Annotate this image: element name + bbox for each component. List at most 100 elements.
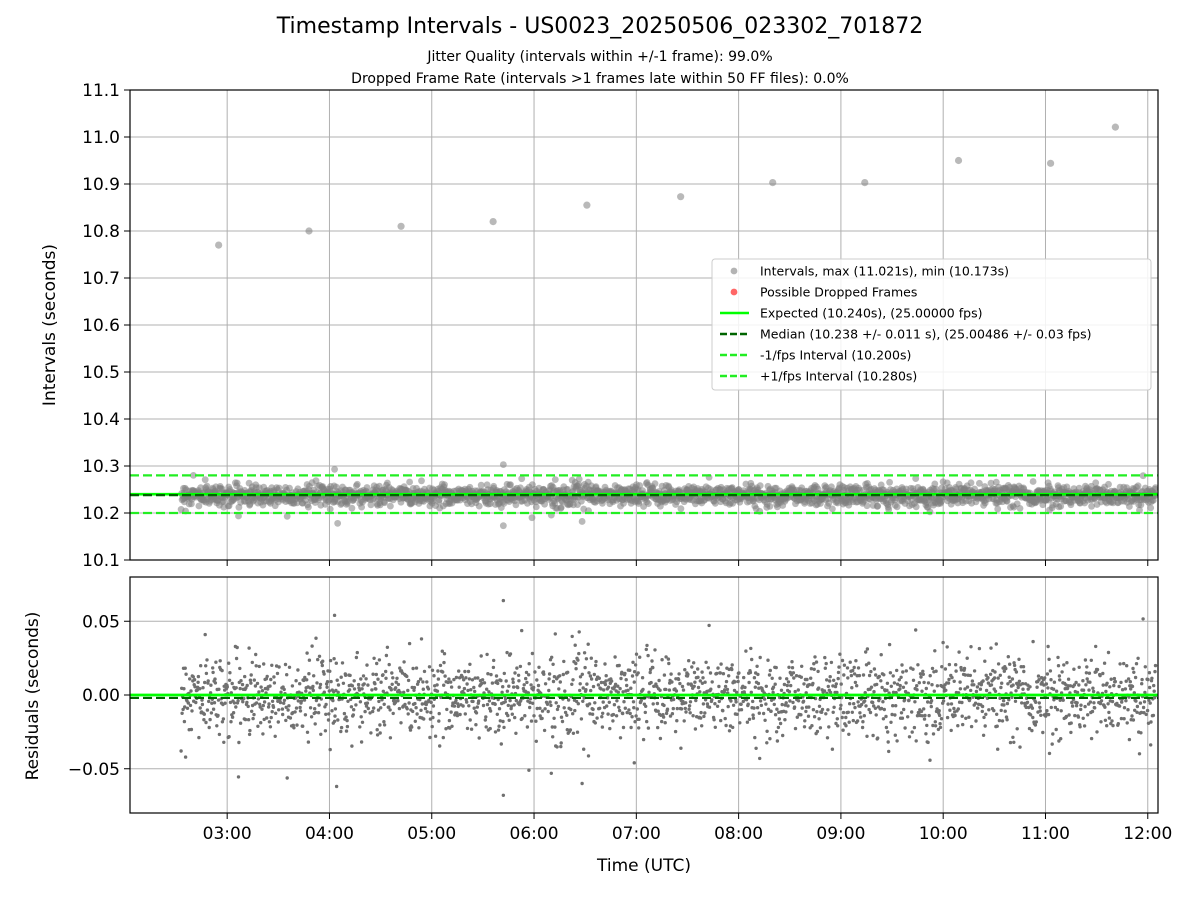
residual-point bbox=[192, 678, 197, 682]
residual-point bbox=[641, 687, 645, 692]
residual-point bbox=[817, 686, 821, 690]
residual-point bbox=[965, 656, 969, 660]
residual-point bbox=[752, 676, 757, 680]
residual-point bbox=[816, 669, 820, 674]
residual-point bbox=[516, 673, 521, 677]
residual-point bbox=[756, 681, 761, 686]
residual-point bbox=[983, 724, 987, 728]
residual-point bbox=[410, 725, 414, 729]
interval-point bbox=[418, 477, 425, 485]
residual-point bbox=[469, 688, 473, 692]
interval-point bbox=[766, 502, 774, 510]
interval-point bbox=[275, 484, 283, 492]
residual-point bbox=[188, 677, 192, 681]
y-tick-label: 10.5 bbox=[82, 363, 120, 383]
residual-point bbox=[758, 655, 762, 660]
x-tick-label: 05:00 bbox=[407, 824, 456, 844]
residual-point bbox=[886, 730, 890, 734]
residual-point bbox=[196, 674, 201, 679]
residual-point bbox=[684, 710, 688, 714]
residual-point bbox=[894, 704, 898, 708]
residual-point bbox=[771, 685, 776, 689]
residual-point bbox=[307, 672, 311, 676]
interval-point bbox=[863, 502, 871, 510]
residual-point bbox=[601, 711, 605, 715]
residual-point bbox=[1133, 675, 1138, 680]
residual-point bbox=[528, 705, 532, 710]
residual-point bbox=[207, 725, 211, 730]
residual-point bbox=[243, 674, 247, 679]
residual-point bbox=[267, 720, 272, 724]
residual-point bbox=[594, 659, 598, 664]
residual-point bbox=[245, 700, 249, 705]
residual-point bbox=[238, 721, 243, 725]
residual-point bbox=[986, 681, 991, 685]
residual-point bbox=[1150, 676, 1154, 680]
residual-point bbox=[377, 658, 382, 662]
residual-point bbox=[573, 708, 577, 713]
residual-point bbox=[574, 667, 578, 671]
residual-point bbox=[458, 712, 462, 717]
interval-point bbox=[711, 500, 719, 507]
residual-point bbox=[305, 651, 309, 655]
residual-point bbox=[499, 678, 503, 683]
residual-point bbox=[246, 718, 251, 722]
residual-point bbox=[1145, 708, 1150, 713]
residual-point bbox=[528, 700, 532, 705]
residual-point bbox=[186, 701, 190, 705]
residual-point bbox=[254, 664, 258, 668]
residual-point bbox=[537, 665, 541, 669]
residual-point bbox=[405, 674, 409, 679]
residual-point bbox=[417, 726, 421, 730]
residual-point bbox=[827, 725, 831, 729]
interval-point bbox=[406, 478, 413, 486]
residual-point bbox=[850, 686, 854, 690]
residual-point bbox=[571, 731, 576, 735]
residual-point bbox=[623, 706, 627, 710]
residual-point bbox=[1027, 705, 1031, 710]
residual-point bbox=[378, 731, 382, 735]
residual-point bbox=[884, 714, 888, 719]
residual-point bbox=[387, 662, 391, 667]
residual-point bbox=[730, 667, 734, 672]
residual-point bbox=[876, 736, 880, 740]
residual-point bbox=[998, 696, 1002, 700]
residual-point bbox=[270, 699, 275, 703]
residual-point bbox=[396, 699, 400, 703]
residual-point bbox=[600, 725, 605, 729]
residual-point bbox=[980, 709, 984, 714]
residual-point bbox=[901, 685, 906, 689]
residual-point bbox=[812, 715, 817, 719]
residual-point bbox=[663, 721, 667, 725]
interval-outlier-point bbox=[1046, 159, 1055, 167]
residual-point bbox=[831, 710, 835, 714]
residual-point bbox=[700, 724, 704, 728]
residual-point bbox=[549, 703, 553, 708]
residual-point bbox=[516, 685, 520, 690]
residual-point bbox=[724, 679, 729, 684]
residual-point bbox=[1020, 682, 1025, 686]
residual-point bbox=[964, 716, 968, 720]
residual-point bbox=[637, 726, 641, 730]
residual-point bbox=[756, 672, 760, 677]
residual-point bbox=[693, 727, 698, 731]
residual-point bbox=[705, 702, 710, 706]
residual-point bbox=[974, 719, 978, 723]
residual-point bbox=[757, 711, 761, 715]
residual-point bbox=[588, 674, 593, 678]
residual-point bbox=[586, 642, 590, 646]
residual-point bbox=[903, 726, 907, 730]
residual-point bbox=[274, 711, 278, 715]
residual-point bbox=[259, 721, 263, 725]
residual-point bbox=[1109, 677, 1113, 681]
residual-point bbox=[972, 669, 977, 673]
residual-point bbox=[1067, 713, 1071, 717]
residual-point bbox=[336, 690, 340, 694]
residual-point bbox=[739, 702, 743, 706]
residual-point bbox=[550, 655, 554, 659]
residual-point bbox=[1107, 710, 1111, 715]
residual-point bbox=[1054, 727, 1058, 732]
residual-point bbox=[632, 670, 637, 674]
residual-point bbox=[183, 705, 187, 709]
residual-point bbox=[857, 673, 862, 678]
